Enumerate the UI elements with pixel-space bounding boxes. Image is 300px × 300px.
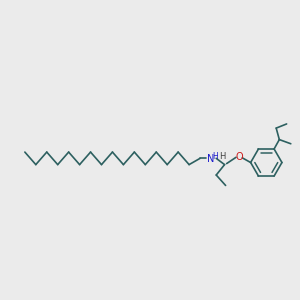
Text: O: O [236, 152, 243, 162]
Text: H: H [212, 152, 218, 161]
Text: H: H [219, 152, 226, 161]
Text: N: N [207, 154, 215, 164]
